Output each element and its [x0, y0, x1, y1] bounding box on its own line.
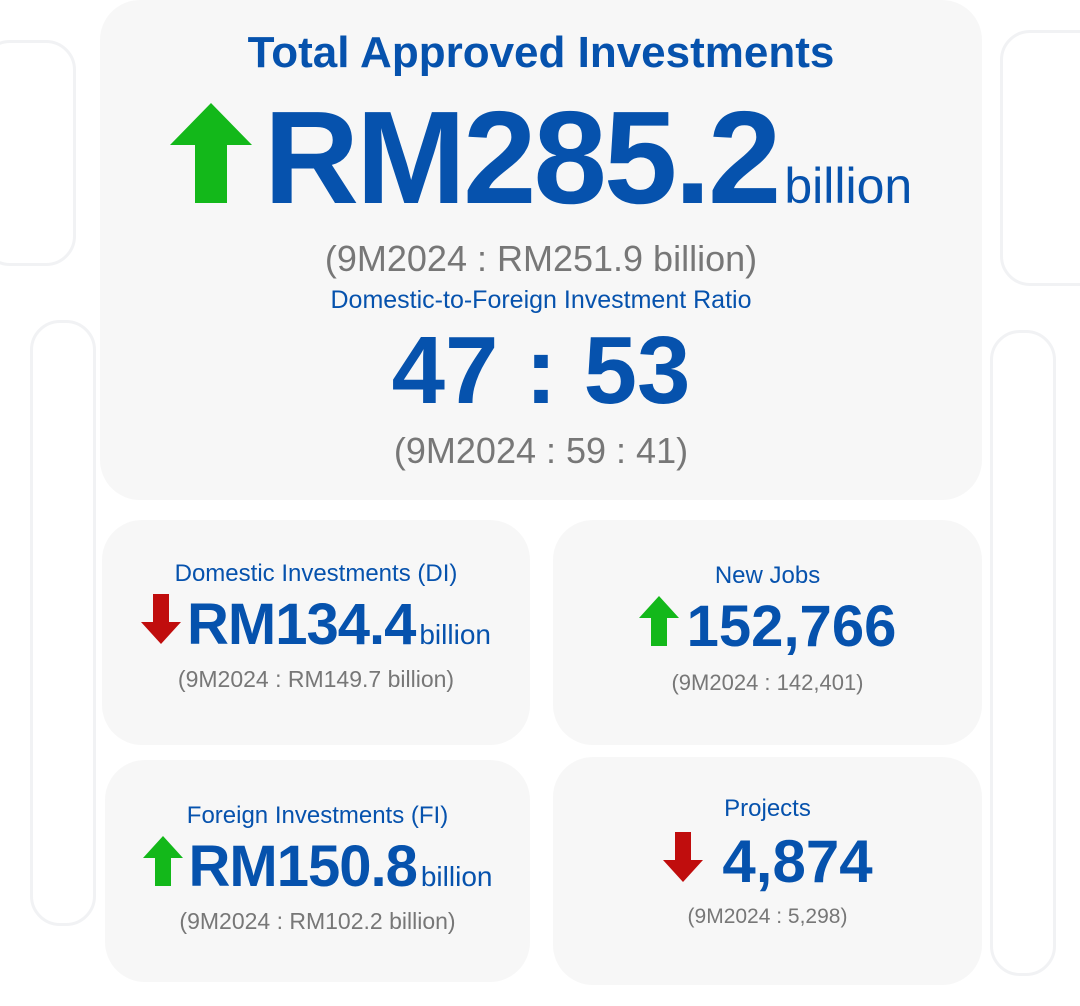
- jobs-value: 152,766: [686, 594, 897, 659]
- arrow-up-icon: [142, 836, 183, 886]
- arrow-down-icon: [663, 832, 704, 882]
- jobs-comparison: (9M2024 : 142,401): [671, 670, 864, 695]
- arrow-down-icon: [141, 594, 182, 644]
- circuit-line: [1000, 30, 1080, 286]
- foreign-investments-card: Foreign Investments (FI) RM150.8 billion…: [105, 760, 530, 982]
- arrow-up-icon: [638, 596, 679, 646]
- domestic-title: Domestic Investments (DI): [174, 560, 458, 587]
- total-comparison: (9M2024 : RM251.9 billion): [324, 238, 758, 279]
- projects-title: Projects: [724, 795, 811, 822]
- total-investments-card: Total Approved Investments RM285.2 billi…: [100, 0, 982, 500]
- domestic-investments-card: Domestic Investments (DI) RM134.4 billio…: [102, 520, 530, 745]
- total-title: Total Approved Investments: [247, 28, 835, 77]
- domestic-value: RM134.4: [187, 592, 416, 657]
- projects-comparison: (9M2024 : 5,298): [687, 905, 848, 928]
- foreign-unit: billion: [420, 861, 493, 892]
- ratio-comparison: (9M2024 : 59 : 41): [393, 430, 689, 471]
- arrow-up-icon: [169, 103, 252, 203]
- total-value: RM285.2: [263, 84, 782, 231]
- jobs-title: New Jobs: [714, 562, 821, 589]
- circuit-line: [990, 330, 1056, 976]
- foreign-value: RM150.8: [188, 834, 418, 899]
- circuit-line: [30, 320, 96, 926]
- projects-card: Projects 4,874 (9M2024 : 5,298): [553, 757, 982, 985]
- domestic-unit: billion: [419, 619, 491, 650]
- foreign-title: Foreign Investments (FI): [186, 802, 449, 829]
- projects-value: 4,874: [722, 828, 873, 895]
- domestic-comparison: (9M2024 : RM149.7 billion): [177, 666, 455, 692]
- new-jobs-card: New Jobs 152,766 (9M2024 : 142,401): [553, 520, 982, 745]
- circuit-line: [0, 40, 76, 266]
- total-unit: billion: [784, 158, 913, 214]
- ratio-value: 47 : 53: [391, 317, 691, 424]
- ratio-title: Domestic-to-Foreign Investment Ratio: [330, 286, 752, 314]
- foreign-comparison: (9M2024 : RM102.2 billion): [179, 908, 456, 934]
